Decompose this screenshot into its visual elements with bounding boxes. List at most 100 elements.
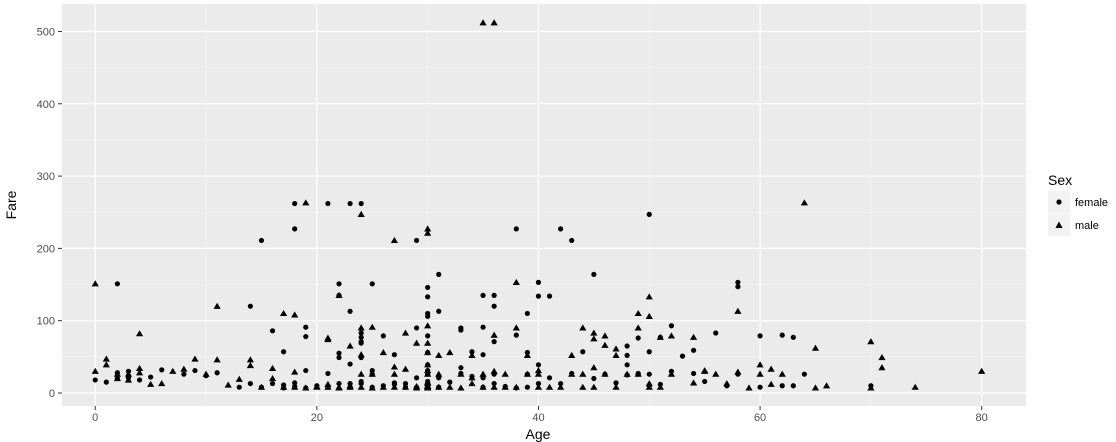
point-male [335,383,343,390]
point-female [735,284,741,290]
point-male [756,361,764,368]
point-male [745,384,753,391]
point-female [524,384,530,390]
point-male [490,367,498,374]
plot-panel [62,4,1026,406]
point-male [213,356,221,363]
point-male [468,351,476,358]
point-female [713,330,719,336]
point-female [136,377,143,383]
point-male [634,370,642,377]
point-male [590,364,598,371]
point-female [436,308,442,314]
point-female [425,284,431,291]
point-male [357,383,365,390]
point-female [325,370,331,377]
point-male [734,368,742,375]
point-male [822,382,831,389]
point-male [424,367,432,374]
point-female [336,354,342,361]
point-male [468,380,476,387]
point-female [358,330,364,336]
point-male [346,382,354,389]
point-male [579,324,587,331]
point-female [336,380,342,387]
legend: Sex female male [1048,172,1108,236]
point-female [624,343,630,349]
y-tick-label: 100 [37,316,55,328]
point-male [490,331,498,338]
point-male [390,383,399,390]
point-female [380,333,386,339]
point-female [358,378,364,385]
point-female [148,374,154,380]
point-female [347,308,353,314]
point-male [579,383,587,390]
point-female [425,313,431,319]
point-female [413,237,420,244]
point-male [490,19,498,26]
point-male [723,380,731,387]
point-male [357,351,365,358]
point-male [634,309,642,317]
point-male [978,367,986,374]
point-male [158,380,166,387]
point-male [656,383,664,390]
point-male [191,355,199,362]
point-male [424,225,432,232]
y-tick-label: 500 [37,26,55,38]
point-male [424,322,432,329]
point-male [446,383,454,390]
point-male [811,344,820,351]
point-female [458,365,464,371]
point-female [591,375,597,382]
point-male [590,383,598,390]
point-male [368,384,376,391]
point-male [867,338,875,345]
point-male [390,370,399,377]
point-male [91,367,99,374]
point-female [535,279,542,285]
point-male [878,354,886,361]
point-male [313,383,321,390]
point-female [103,379,109,385]
point-male [401,383,410,390]
point-male [291,368,299,375]
point-female [790,334,796,340]
point-male [557,383,565,390]
point-male [911,383,919,390]
point-female [624,352,630,358]
point-male [712,370,720,377]
point-female [269,328,276,334]
point-female [491,303,497,309]
point-female [679,353,686,359]
point-female [347,200,353,207]
point-male [147,380,155,387]
point-male [246,362,254,369]
point-female [303,324,309,330]
point-male [612,345,620,352]
point-female [303,367,309,374]
point-female [779,332,785,338]
y-axis-title: Fare [3,190,19,219]
point-male [280,383,288,390]
point-male [424,229,432,236]
point-female [480,292,486,298]
point-female [369,281,375,287]
point-female [480,352,486,358]
x-tick-label: 40 [532,412,544,424]
point-male [424,370,432,377]
point-female [159,367,165,373]
point-male [224,381,232,388]
point-female [336,350,342,356]
point-male [457,370,465,377]
point-male [169,367,177,374]
point-male [346,342,354,349]
x-axis-title: Age [526,426,551,442]
point-male [767,365,775,372]
point-male [645,383,653,390]
point-male [479,383,487,390]
point-female [790,383,796,389]
point-female [480,324,486,330]
